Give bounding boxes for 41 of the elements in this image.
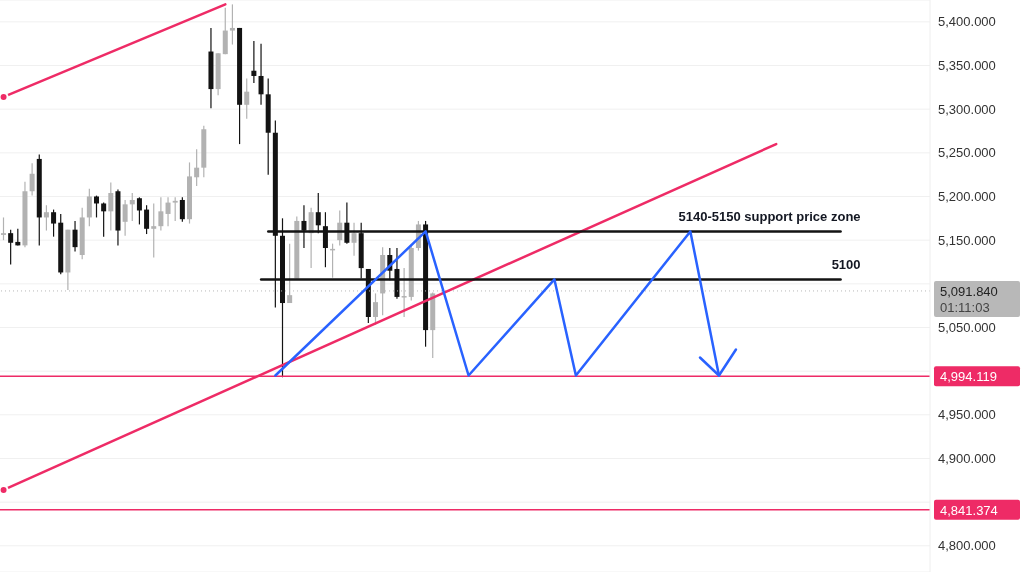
candlestick — [86, 188, 92, 227]
y-tick-label: 5,150.000 — [938, 232, 996, 248]
candlestick — [251, 40, 257, 84]
candlestick — [172, 196, 178, 222]
text: 01:11:03 — [940, 299, 990, 315]
candlestick — [122, 199, 128, 237]
candlestick — [194, 148, 200, 187]
y-tick-label: 4,950.000 — [938, 407, 996, 423]
candlestick — [229, 3, 235, 46]
candlestick — [72, 220, 78, 253]
candlestick — [179, 196, 185, 223]
candlestick — [351, 222, 357, 257]
candlestick — [244, 78, 250, 120]
candlestick — [108, 181, 114, 232]
candlestick — [158, 196, 164, 232]
y-tick-label: 5,300.000 — [938, 101, 996, 117]
candlestick — [43, 204, 49, 232]
candlestick — [144, 204, 150, 235]
candlestick — [165, 196, 171, 227]
y-tick-label: 5,350.000 — [938, 58, 996, 74]
candlestick — [29, 162, 35, 197]
candlestick — [1, 216, 6, 241]
y-tick-label: 5,250.000 — [938, 145, 996, 161]
candlestick — [8, 229, 14, 266]
y-tick-label: 5,050.000 — [938, 320, 996, 336]
ref-line-label: 5,091.840 — [940, 283, 998, 299]
ref-line-label: 4,994.119 — [940, 369, 997, 385]
candlestick — [101, 202, 107, 238]
y-tick-label: 4,800.000 — [938, 538, 996, 554]
ref-line-label: 4,841.374 — [940, 502, 998, 518]
series-label: 5100 — [831, 257, 861, 273]
y-tick-label: 4,900.000 — [938, 451, 996, 467]
candlestick — [151, 202, 157, 259]
candlestick — [222, 7, 228, 55]
candlestick — [136, 196, 142, 226]
candlestick — [51, 208, 57, 238]
series-label: 5140-5150 support price zone — [678, 209, 861, 225]
y-tick-label: 5,400.000 — [938, 14, 996, 30]
y-tick-label: 5,200.000 — [938, 189, 996, 205]
candlestick — [129, 192, 135, 222]
candlestick — [258, 43, 264, 106]
